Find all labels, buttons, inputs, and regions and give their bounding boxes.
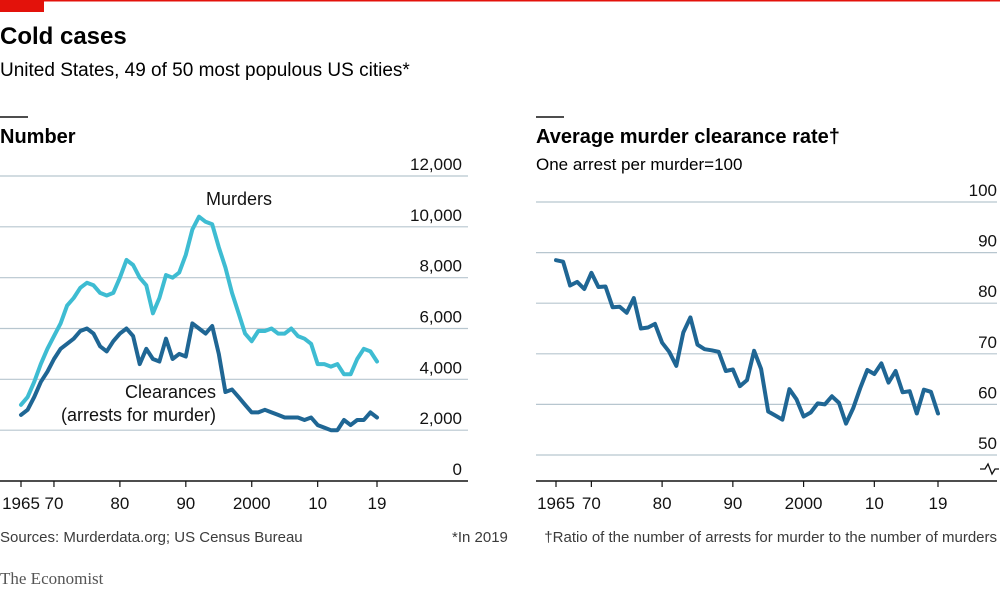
footnote-ratio: †Ratio of the number of arrests for murd… bbox=[544, 529, 997, 546]
x-tick-label: 70 bbox=[582, 494, 601, 513]
y-tick-label: 6,000 bbox=[419, 308, 462, 327]
y-tick-label: 70 bbox=[978, 333, 997, 352]
rate-panel-title: Average murder clearance rate† bbox=[536, 126, 840, 148]
y-tick-label: 90 bbox=[978, 232, 997, 251]
top-rule bbox=[0, 0, 1000, 2]
clearances-series-label: Clearances bbox=[125, 382, 216, 402]
murders-series-line bbox=[19, 214, 379, 407]
sources-note: Sources: Murderdata.org; US Census Burea… bbox=[0, 529, 303, 546]
x-tick-label: 80 bbox=[653, 494, 672, 513]
x-tick-label: 70 bbox=[45, 494, 64, 513]
murders-series-label: Murders bbox=[206, 189, 272, 209]
x-tick-label: 90 bbox=[723, 494, 742, 513]
x-tick-label: 19 bbox=[929, 494, 948, 513]
x-tick-label: 90 bbox=[176, 494, 195, 513]
y-tick-label: 100 bbox=[969, 181, 997, 200]
y-tick-label: 2,000 bbox=[419, 409, 462, 428]
chart-title: Cold cases bbox=[0, 23, 127, 50]
y-tick-label: 60 bbox=[978, 383, 997, 402]
brand-logo: The Economist bbox=[0, 569, 104, 588]
x-tick-label: 2000 bbox=[233, 494, 271, 513]
rate-panel: Average murder clearance rate† One arres… bbox=[536, 116, 999, 513]
axis-break-zigzag bbox=[980, 462, 999, 476]
axis-break-icon bbox=[980, 462, 999, 476]
x-tick-label: 80 bbox=[110, 494, 129, 513]
brand-red-tag bbox=[0, 0, 44, 12]
rate-series-line bbox=[554, 258, 940, 426]
x-tick-label: 1965 bbox=[537, 494, 575, 513]
x-tick-label: 1965 bbox=[2, 494, 40, 513]
clearances-series-line bbox=[19, 321, 379, 433]
y-tick-label: 0 bbox=[453, 460, 462, 479]
x-tick-label: 10 bbox=[308, 494, 327, 513]
clearances-series-label-sub: (arrests for murder) bbox=[61, 405, 216, 425]
y-tick-label: 80 bbox=[978, 282, 997, 301]
x-tick-label: 2000 bbox=[785, 494, 823, 513]
x-tick-label: 10 bbox=[865, 494, 884, 513]
y-tick-label: 10,000 bbox=[410, 206, 462, 225]
y-tick-label: 12,000 bbox=[410, 155, 462, 174]
number-panel-title: Number bbox=[0, 126, 76, 148]
number-panel: Number 0 2,000 4,000 6,000 8,000 10,000 12,000… bbox=[0, 116, 468, 513]
x-tick-label: 19 bbox=[368, 494, 387, 513]
rate-panel-subtitle: One arrest per murder=100 bbox=[536, 155, 742, 174]
y-tick-label: 4,000 bbox=[419, 358, 462, 377]
footnote-2019: *In 2019 bbox=[452, 529, 508, 546]
y-tick-label: 8,000 bbox=[419, 257, 462, 276]
chart-subtitle: United States, 49 of 50 most populous US… bbox=[0, 60, 410, 81]
y-tick-label: 50 bbox=[978, 434, 997, 453]
